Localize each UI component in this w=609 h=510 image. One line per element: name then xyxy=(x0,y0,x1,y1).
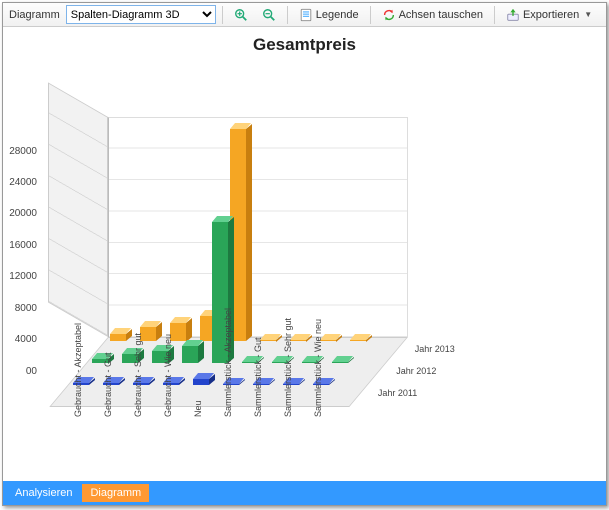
bar xyxy=(193,379,209,385)
category-label: Gebraucht - Sehr gut xyxy=(133,333,143,417)
chart-type-select[interactable]: Spalten-Diagramm 3D xyxy=(66,5,216,24)
y-tick-label: 8000 xyxy=(3,303,37,314)
bar xyxy=(332,362,348,363)
chart-side-wall xyxy=(48,82,108,337)
category-label: Sammlerstück - Gut xyxy=(253,337,263,417)
category-label: Neu xyxy=(193,400,203,417)
chevron-down-icon: ▼ xyxy=(584,10,592,19)
footer-tabbar: Analysieren Diagramm xyxy=(3,481,606,505)
legend-label: Legende xyxy=(316,9,359,21)
y-tick-label: 00 xyxy=(3,366,37,377)
legend-button[interactable]: Legende xyxy=(294,5,364,25)
y-tick-label: 4000 xyxy=(3,334,37,345)
y-tick-label: 12000 xyxy=(3,271,37,282)
series-label: Jahr 2012 xyxy=(396,366,436,376)
zoom-out-icon xyxy=(262,8,276,22)
category-label: Gebraucht - Gut xyxy=(103,352,113,417)
swap-axes-button[interactable]: Achsen tauschen xyxy=(377,5,488,25)
category-label: Gebraucht - Wie neu xyxy=(163,334,173,417)
bar xyxy=(182,346,198,363)
export-button[interactable]: Exportieren ▼ xyxy=(501,5,597,25)
chart-iso: Jahr 2011 Jahr 2012 Jahr 2013 Gebraucht - … xyxy=(108,117,528,417)
series-label: Jahr 2011 xyxy=(378,388,417,398)
tab-analyse[interactable]: Analysieren xyxy=(7,484,80,502)
chart-3d-stage: 00400080001200016000200002400028000 Jahr… xyxy=(33,97,573,477)
zoom-in-button[interactable] xyxy=(229,5,253,25)
toolbar-separator xyxy=(287,6,288,24)
category-label: Sammlerstück - Akzeptabel xyxy=(223,308,233,417)
y-tick-label: 28000 xyxy=(3,146,37,157)
category-label: Sammlerstück - Wie neu xyxy=(313,319,323,417)
zoom-in-icon xyxy=(234,8,248,22)
zoom-out-button[interactable] xyxy=(257,5,281,25)
y-tick-label: 24000 xyxy=(3,177,37,188)
chart-title: Gesamtpreis xyxy=(9,35,600,55)
swap-axes-label: Achsen tauschen xyxy=(399,9,483,21)
toolbar-label-diagram: Diagramm xyxy=(7,9,62,21)
bar xyxy=(350,340,366,342)
bar xyxy=(110,334,126,341)
category-label: Gebraucht - Akzeptabel xyxy=(73,323,83,417)
export-label: Exportieren xyxy=(523,9,579,21)
refresh-icon xyxy=(382,8,396,22)
series-label: Jahr 2013 xyxy=(415,344,455,354)
toolbar-separator xyxy=(370,6,371,24)
tab-diagram[interactable]: Diagramm xyxy=(82,484,149,502)
toolbar-separator xyxy=(222,6,223,24)
document-icon xyxy=(299,8,313,22)
export-icon xyxy=(506,8,520,22)
chart-area: Gesamtpreis 0040008000120001600020000240… xyxy=(3,27,606,481)
toolbar: Diagramm Spalten-Diagramm 3D xyxy=(3,3,606,27)
y-tick-label: 16000 xyxy=(3,240,37,251)
y-tick-label: 20000 xyxy=(3,208,37,219)
toolbar-separator xyxy=(494,6,495,24)
chart-back-wall xyxy=(108,117,408,337)
app-window: Diagramm Spalten-Diagramm 3D xyxy=(2,2,607,506)
category-label: Sammlerstück - Sehr gut xyxy=(283,318,293,417)
